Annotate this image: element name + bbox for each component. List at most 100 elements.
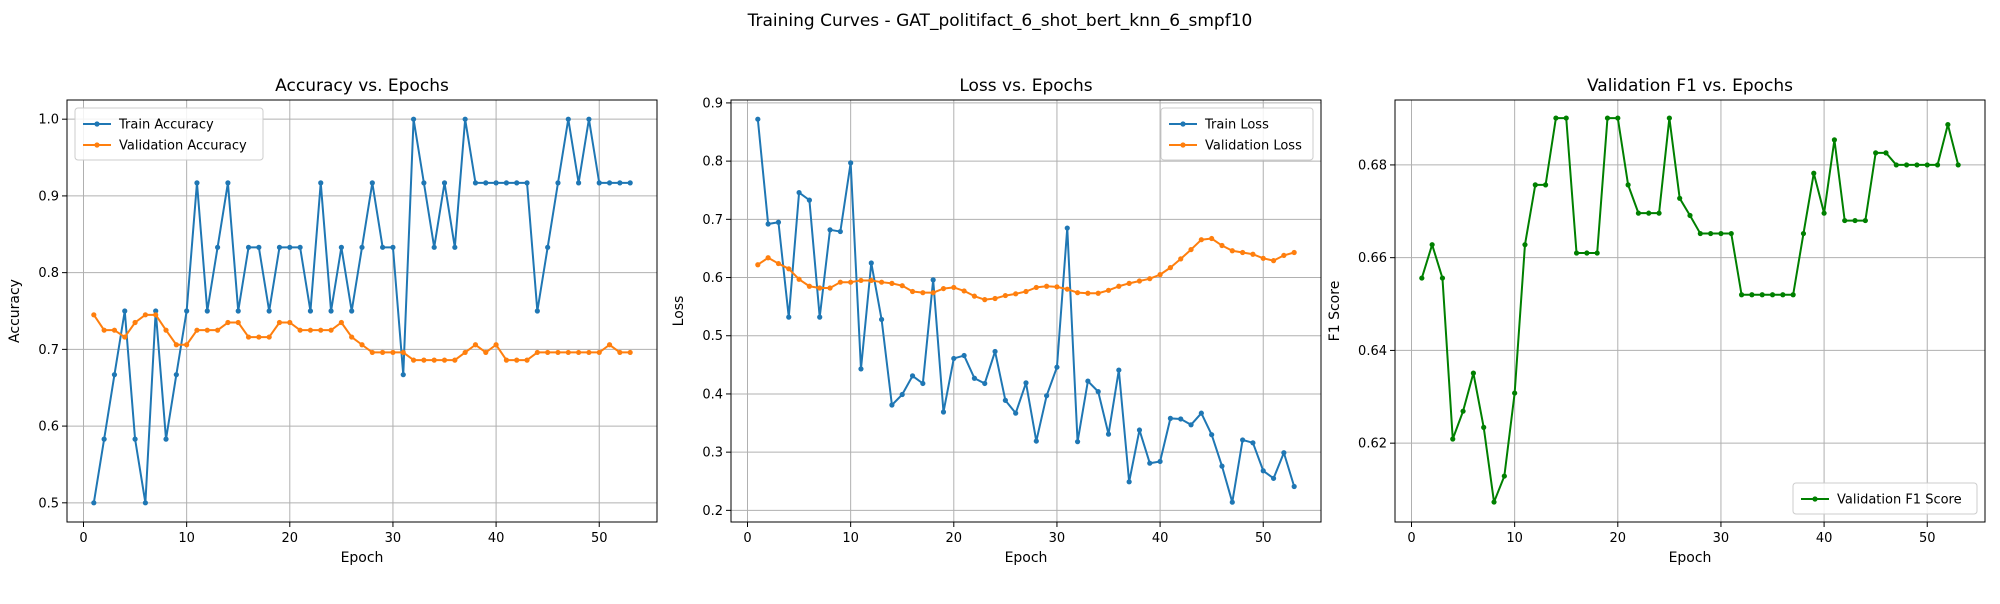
data-point bbox=[245, 244, 252, 250]
data-point bbox=[287, 319, 293, 326]
data-point bbox=[1780, 292, 1786, 298]
data-point bbox=[1470, 370, 1476, 376]
data-point bbox=[214, 327, 221, 333]
data-point bbox=[184, 342, 190, 348]
data-point bbox=[1209, 432, 1215, 438]
data-point bbox=[806, 197, 812, 203]
data-point bbox=[899, 283, 905, 289]
data-point bbox=[951, 355, 957, 362]
data-point bbox=[1811, 170, 1817, 176]
legend: Train Accuracy Validation Accuracy bbox=[74, 107, 264, 161]
y-axis-label: F1 Score bbox=[1327, 281, 1343, 342]
series-line-1 bbox=[756, 119, 1296, 504]
data-point bbox=[1023, 288, 1029, 295]
data-point bbox=[1085, 290, 1091, 296]
data-point bbox=[91, 312, 97, 318]
data-point bbox=[909, 373, 916, 379]
data-point bbox=[1759, 292, 1765, 298]
x-tick-label: 40 bbox=[1152, 531, 1169, 546]
data-point bbox=[1532, 182, 1538, 188]
data-point bbox=[837, 228, 843, 235]
plot-frame bbox=[66, 99, 658, 523]
data-point bbox=[1522, 242, 1528, 248]
data-point bbox=[848, 279, 854, 285]
data-point bbox=[1460, 408, 1466, 414]
data-point bbox=[1563, 115, 1569, 121]
data-point bbox=[837, 279, 843, 285]
data-point bbox=[1553, 115, 1559, 121]
figure-title: Training Curves - GAT_politifact_6_shot_… bbox=[747, 11, 1253, 31]
data-point bbox=[287, 244, 293, 250]
data-point bbox=[122, 308, 128, 314]
data-point bbox=[576, 180, 582, 186]
x-tick-label: 10 bbox=[178, 531, 195, 546]
data-point bbox=[1198, 237, 1204, 243]
x-tick-label: 50 bbox=[1919, 531, 1936, 546]
data-point bbox=[1491, 499, 1497, 505]
data-point bbox=[827, 285, 833, 291]
data-point bbox=[1281, 252, 1287, 259]
chart-title: Loss vs. Epochs bbox=[959, 76, 1092, 96]
data-point bbox=[1105, 287, 1112, 293]
x-tick-label: 30 bbox=[385, 531, 402, 546]
x-tick-label: 50 bbox=[1255, 531, 1272, 546]
data-point bbox=[163, 327, 169, 333]
data-point bbox=[1873, 150, 1879, 156]
data-point bbox=[786, 266, 792, 272]
y-tick-label: 0.7 bbox=[702, 213, 723, 228]
data-point bbox=[576, 349, 582, 356]
data-point bbox=[755, 262, 761, 268]
data-point bbox=[1044, 393, 1050, 399]
y-tick-label: 0.6 bbox=[38, 420, 59, 435]
data-point bbox=[889, 402, 895, 408]
y-tick-label: 0.5 bbox=[702, 329, 723, 344]
data-point bbox=[1147, 276, 1153, 282]
y-tick-label: 0.66 bbox=[1358, 251, 1387, 266]
data-point bbox=[1615, 115, 1621, 121]
data-point bbox=[380, 244, 386, 250]
data-point bbox=[256, 244, 262, 250]
data-point bbox=[1136, 278, 1143, 284]
data-point bbox=[472, 342, 479, 348]
data-point bbox=[349, 308, 355, 314]
data-point bbox=[503, 357, 510, 363]
data-point bbox=[225, 319, 231, 326]
data-point bbox=[101, 327, 107, 333]
data-point bbox=[545, 349, 551, 356]
data-point bbox=[1064, 225, 1070, 231]
x-tick-label: 10 bbox=[1506, 531, 1523, 546]
data-point bbox=[1240, 249, 1246, 256]
data-point bbox=[142, 500, 148, 506]
data-point bbox=[796, 276, 802, 282]
data-point bbox=[555, 349, 561, 356]
data-point bbox=[1914, 162, 1920, 168]
data-point bbox=[1291, 483, 1297, 490]
data-point bbox=[765, 221, 771, 227]
x-tick-label: 40 bbox=[1816, 531, 1833, 546]
legend: Train Loss Validation Loss bbox=[1160, 107, 1314, 161]
data-point bbox=[452, 357, 458, 363]
data-point bbox=[617, 180, 623, 186]
data-point bbox=[1450, 436, 1456, 442]
data-point bbox=[889, 280, 895, 286]
data-point bbox=[796, 189, 802, 196]
y-tick-label: 0.9 bbox=[702, 96, 723, 111]
data-point bbox=[1656, 210, 1662, 216]
data-point bbox=[307, 308, 314, 314]
x-axis-label: Epoch bbox=[341, 550, 384, 566]
data-point bbox=[1924, 162, 1930, 168]
data-point bbox=[606, 342, 613, 348]
data-point bbox=[565, 349, 571, 356]
data-point bbox=[1625, 182, 1631, 188]
data-point bbox=[1945, 121, 1951, 128]
data-point bbox=[765, 255, 771, 261]
data-point bbox=[1842, 217, 1848, 224]
data-point bbox=[1749, 292, 1755, 298]
data-point bbox=[1738, 292, 1745, 298]
data-point bbox=[132, 436, 138, 442]
data-point bbox=[276, 244, 283, 250]
data-point bbox=[1054, 284, 1060, 290]
y-tick-label: 0.6 bbox=[702, 271, 723, 286]
